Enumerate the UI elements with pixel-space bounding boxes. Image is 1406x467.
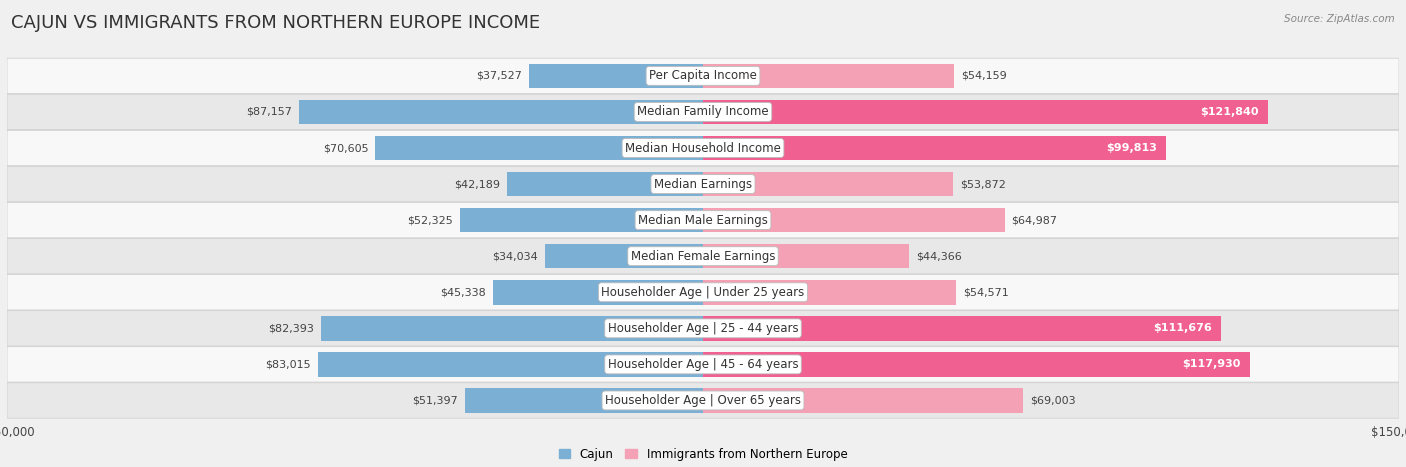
Text: $70,605: $70,605 <box>323 143 368 153</box>
Legend: Cajun, Immigrants from Northern Europe: Cajun, Immigrants from Northern Europe <box>554 443 852 466</box>
Bar <box>298 99 703 124</box>
Text: $64,987: $64,987 <box>1011 215 1057 225</box>
Text: $99,813: $99,813 <box>1107 143 1157 153</box>
Text: $45,338: $45,338 <box>440 287 485 297</box>
FancyBboxPatch shape <box>7 239 1399 274</box>
Bar <box>703 136 1166 160</box>
Bar <box>703 99 1268 124</box>
Bar <box>321 316 703 340</box>
Text: Householder Age | 25 - 44 years: Householder Age | 25 - 44 years <box>607 322 799 335</box>
Text: Median Male Earnings: Median Male Earnings <box>638 213 768 226</box>
Bar <box>508 172 703 196</box>
Text: $52,325: $52,325 <box>408 215 453 225</box>
Text: $44,366: $44,366 <box>915 251 962 261</box>
FancyBboxPatch shape <box>7 347 1399 382</box>
Text: $83,015: $83,015 <box>266 360 311 369</box>
FancyBboxPatch shape <box>7 383 1399 418</box>
Text: Householder Age | Over 65 years: Householder Age | Over 65 years <box>605 394 801 407</box>
Bar <box>464 388 703 413</box>
Bar <box>703 244 908 269</box>
Bar <box>703 352 1250 377</box>
Bar <box>703 172 953 196</box>
Text: $111,676: $111,676 <box>1153 323 1212 333</box>
FancyBboxPatch shape <box>7 311 1399 346</box>
FancyBboxPatch shape <box>7 166 1399 202</box>
Bar <box>460 208 703 233</box>
Text: $87,157: $87,157 <box>246 107 291 117</box>
FancyBboxPatch shape <box>7 58 1399 93</box>
Bar <box>703 64 955 88</box>
Text: Median Female Earnings: Median Female Earnings <box>631 250 775 263</box>
FancyBboxPatch shape <box>7 94 1399 130</box>
Bar <box>546 244 703 269</box>
Text: $37,527: $37,527 <box>477 71 522 81</box>
Bar <box>529 64 703 88</box>
Text: Householder Age | 45 - 64 years: Householder Age | 45 - 64 years <box>607 358 799 371</box>
Text: $121,840: $121,840 <box>1201 107 1258 117</box>
Text: Median Household Income: Median Household Income <box>626 142 780 155</box>
Text: $69,003: $69,003 <box>1031 396 1076 405</box>
Text: $51,397: $51,397 <box>412 396 457 405</box>
Text: $117,930: $117,930 <box>1182 360 1241 369</box>
FancyBboxPatch shape <box>7 203 1399 238</box>
Bar <box>492 280 703 304</box>
Text: $54,571: $54,571 <box>963 287 1010 297</box>
Bar <box>703 316 1222 340</box>
Text: Median Family Income: Median Family Income <box>637 106 769 119</box>
Text: Per Capita Income: Per Capita Income <box>650 70 756 82</box>
Text: CAJUN VS IMMIGRANTS FROM NORTHERN EUROPE INCOME: CAJUN VS IMMIGRANTS FROM NORTHERN EUROPE… <box>11 14 540 32</box>
Bar <box>703 280 956 304</box>
Text: $42,189: $42,189 <box>454 179 501 189</box>
Bar <box>375 136 703 160</box>
Text: $53,872: $53,872 <box>960 179 1005 189</box>
Text: Median Earnings: Median Earnings <box>654 177 752 191</box>
Text: $82,393: $82,393 <box>269 323 314 333</box>
Text: Householder Age | Under 25 years: Householder Age | Under 25 years <box>602 286 804 299</box>
Bar <box>703 388 1024 413</box>
Text: $34,034: $34,034 <box>492 251 538 261</box>
Text: $54,159: $54,159 <box>962 71 1007 81</box>
Text: Source: ZipAtlas.com: Source: ZipAtlas.com <box>1284 14 1395 24</box>
FancyBboxPatch shape <box>7 130 1399 166</box>
Bar <box>703 208 1004 233</box>
Bar <box>318 352 703 377</box>
FancyBboxPatch shape <box>7 275 1399 310</box>
